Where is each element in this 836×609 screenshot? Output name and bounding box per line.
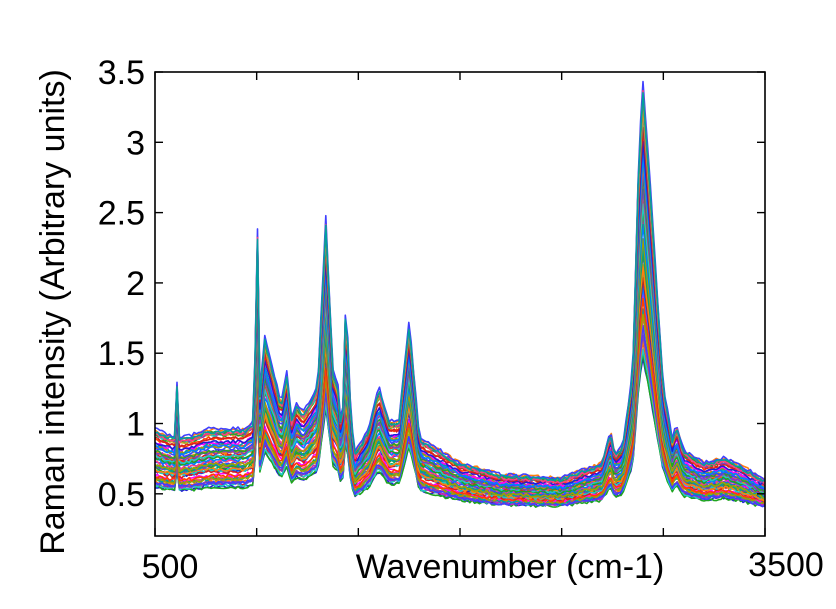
x-axis-label: Wavenumber (cm-1): [356, 548, 665, 586]
x-tick-label-max: 3500: [748, 546, 824, 584]
y-tick-label: 1: [126, 406, 145, 444]
y-tick-label: 2.5: [98, 195, 145, 233]
y-axis: 0.5 1 1.5 2 2.5 3 3.5: [98, 54, 765, 514]
y-axis-label: Raman intensity (Arbitrary units): [34, 69, 72, 555]
y-tick-label: 0.5: [98, 476, 145, 514]
spectra-series-group: [155, 80, 765, 508]
y-tick-label: 1.5: [98, 335, 145, 373]
y-tick-label: 3.5: [98, 54, 145, 92]
x-axis: 500 3500 Wavenumber (cm-1): [142, 72, 824, 586]
spectrum-line: [155, 92, 765, 483]
y-tick-label: 2: [126, 265, 145, 303]
x-tick-label-min: 500: [142, 548, 199, 586]
y-tick-label: 3: [126, 124, 145, 162]
